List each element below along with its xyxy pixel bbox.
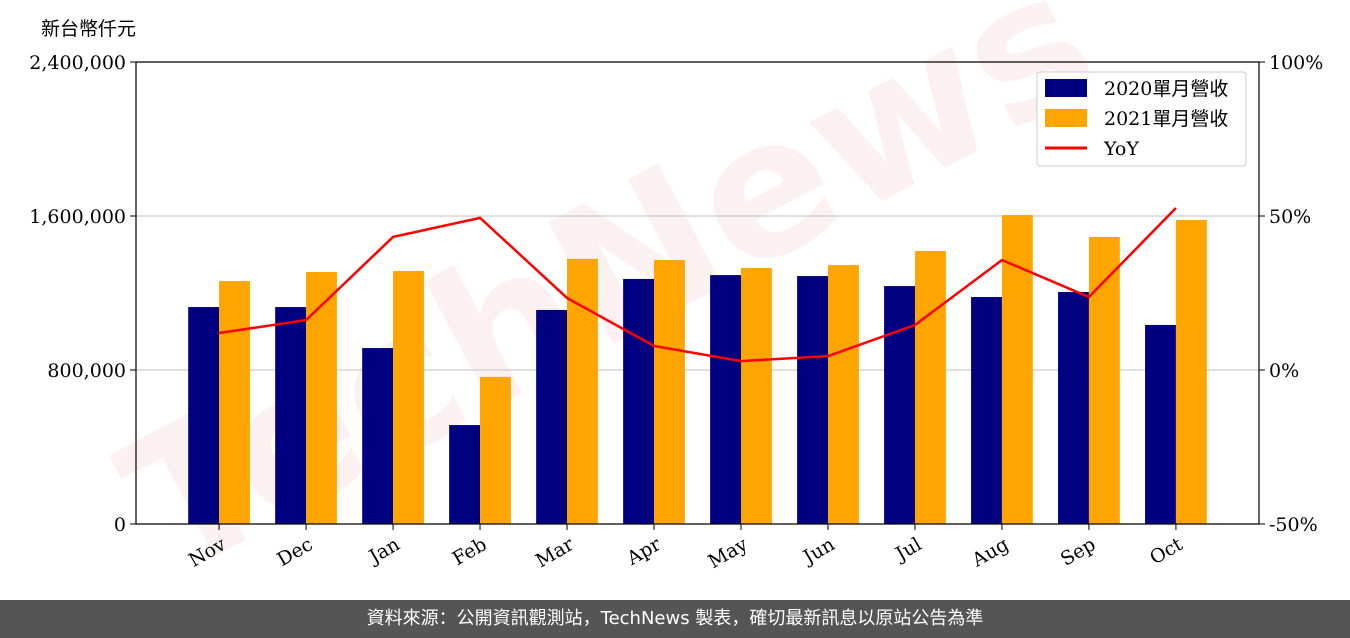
- bar: [1058, 292, 1089, 524]
- x-tick-label: May: [705, 533, 752, 573]
- y-tick-label: 2,400,000: [29, 52, 126, 74]
- bar: [623, 278, 655, 524]
- bar: [1175, 220, 1207, 525]
- legend-swatch: [1045, 79, 1087, 97]
- legend-label: 2020單月營收: [1104, 78, 1228, 100]
- legend-box: [1036, 71, 1247, 167]
- bar: [480, 376, 511, 524]
- bar: [740, 267, 772, 524]
- plot-frame: [135, 61, 1260, 525]
- bar: [710, 275, 741, 524]
- legend: 2020單月營收 2021單月營收 YoY: [1036, 71, 1247, 167]
- yoy-line: [218, 207, 1177, 363]
- footer: 資料來源：公開資訊觀測站，TechNews 製表，確切最新訊息以原站公告為準: [0, 600, 1350, 638]
- x-tick-label: Mar: [532, 533, 578, 572]
- bar: [654, 260, 685, 524]
- bar: [219, 281, 250, 524]
- x-tick-label: Jan: [364, 533, 404, 569]
- x-tick-label: Aug: [968, 533, 1013, 572]
- bar: [536, 309, 568, 524]
- bar: [275, 307, 307, 524]
- x-tick-label: Jun: [798, 533, 839, 569]
- x-tick-label: Feb: [449, 533, 491, 570]
- bar: [914, 251, 946, 524]
- bar: [1145, 324, 1176, 524]
- x-tick-label: Oct: [1146, 533, 1187, 569]
- legend-swatch: [1045, 109, 1087, 127]
- bar: [797, 276, 828, 524]
- bar: [188, 307, 220, 524]
- bar: [884, 286, 915, 524]
- y2-tick-label: 0%: [1269, 360, 1299, 382]
- chart: 新台幣仟元 TechNews0800,0001,600,0002,400,000…: [29, 0, 1323, 618]
- legend-label: YoY: [1103, 138, 1139, 160]
- bar: [393, 271, 424, 524]
- x-tick-label: Sep: [1057, 533, 1100, 570]
- y2-tick-label: -50%: [1269, 514, 1318, 536]
- x-tick-label: Jul: [890, 533, 925, 566]
- y-tick-label: 800,000: [47, 360, 126, 382]
- bar: [971, 297, 1002, 524]
- bar: [1088, 236, 1120, 525]
- y-tick-label: 0: [114, 514, 126, 536]
- bar: [827, 265, 859, 524]
- bar: [306, 272, 337, 524]
- y-axis-label: 新台幣仟元: [41, 18, 136, 40]
- y2-tick-label: 50%: [1269, 206, 1311, 228]
- legend-label: 2021單月營收: [1104, 108, 1228, 130]
- bar: [362, 348, 394, 524]
- bar: [449, 425, 481, 524]
- x-tick-label: Apr: [622, 533, 665, 570]
- y-tick-label: 1,600,000: [29, 206, 126, 228]
- y2-tick-label: 100%: [1269, 52, 1323, 74]
- bar: [567, 258, 598, 524]
